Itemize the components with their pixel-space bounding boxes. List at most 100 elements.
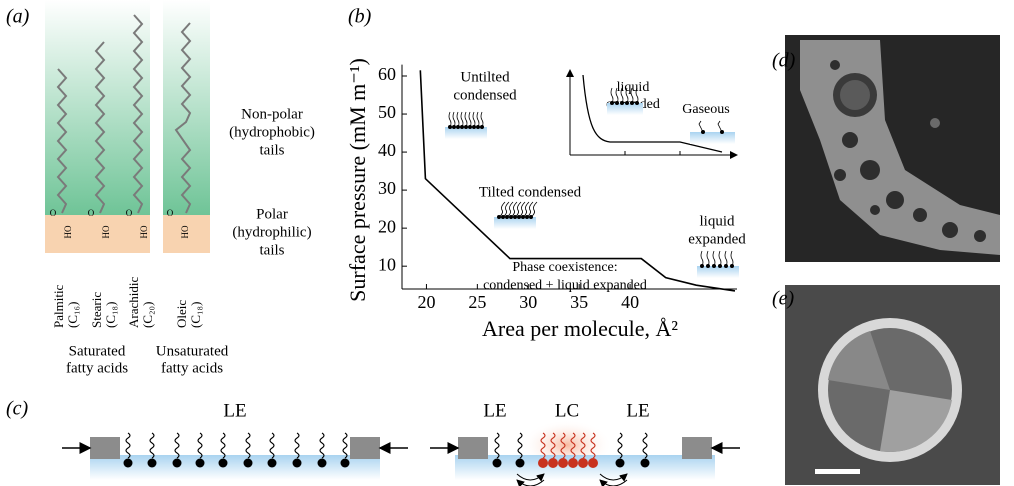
head-icon	[610, 101, 614, 105]
panel-label: (c)	[6, 398, 29, 420]
molecule-label: Oleic	[174, 300, 189, 328]
tail-icon	[730, 250, 734, 267]
annotation: Phase coexistence:	[512, 260, 617, 275]
panel-label: (e)	[772, 288, 795, 310]
region-label: tails	[260, 242, 285, 258]
annotation: condensed + liquid expanded	[483, 278, 647, 293]
tail-icon	[718, 250, 722, 267]
x-tick-label: 40	[621, 292, 639, 312]
panel-label: (b)	[348, 6, 372, 28]
group-label: fatty acids	[66, 360, 128, 376]
exchange-arrow	[516, 479, 545, 486]
head-icon	[513, 215, 517, 219]
head-icon	[630, 101, 634, 105]
tail-icon	[452, 111, 456, 128]
x-tick-label: 35	[570, 292, 588, 312]
group-label: fatty acids	[161, 360, 223, 376]
head-label: HO	[101, 225, 111, 238]
y-tick-label: 10	[378, 254, 396, 274]
tail-icon	[698, 120, 704, 133]
squiggle-tail	[570, 432, 576, 459]
tail-icon	[456, 111, 460, 128]
inset-label: liquid	[617, 80, 650, 95]
head-label: O	[167, 208, 174, 218]
molecule-head	[558, 458, 568, 468]
squiggle-tail	[220, 432, 226, 459]
x-tick-label: 25	[468, 292, 486, 312]
inset-label: Gaseous	[682, 102, 729, 117]
y-tick-label: 40	[378, 140, 396, 160]
annotation: Untilted	[460, 69, 510, 85]
head-icon	[452, 125, 456, 129]
tail-icon	[514, 201, 522, 218]
head-icon	[620, 101, 624, 105]
squiggle-tail	[342, 432, 348, 459]
squiggle-tail	[294, 432, 300, 459]
molecule-head	[568, 458, 578, 468]
molecule-head	[267, 458, 277, 468]
head-label: HO	[63, 225, 73, 238]
micrograph-d	[785, 35, 1000, 262]
molecule-label: (C₁₈)	[103, 302, 118, 328]
region-label: Non-polar	[241, 106, 303, 122]
region-label: Polar	[256, 206, 288, 222]
head-icon	[468, 125, 472, 129]
head-icon	[529, 215, 533, 219]
region-label: (hydrophilic)	[232, 224, 311, 240]
fatty-chain	[132, 14, 144, 214]
y-tick-label: 20	[378, 216, 396, 236]
water-icon	[697, 266, 739, 278]
tail-icon	[460, 111, 464, 128]
annotation: condensed	[453, 87, 517, 103]
tail-icon	[625, 87, 629, 104]
head-icon	[476, 125, 480, 129]
head-icon	[525, 215, 529, 219]
molecule-head	[243, 458, 253, 468]
molecule-head	[492, 458, 502, 468]
hydrophilic-region	[45, 215, 150, 253]
water-icon	[494, 217, 536, 229]
squiggle-tail	[550, 432, 556, 459]
water-icon	[607, 103, 643, 115]
x-tick-label: 30	[519, 292, 537, 312]
head-icon	[625, 101, 629, 105]
tail-icon	[620, 87, 624, 104]
region-label: (hydrophobic)	[229, 124, 315, 140]
tail-icon	[472, 111, 476, 128]
head-icon	[517, 215, 521, 219]
head-icon	[464, 125, 468, 129]
molecule-head	[615, 458, 625, 468]
annotation: liquid	[699, 213, 735, 229]
head-icon	[521, 215, 525, 219]
y-tick-label: 30	[378, 178, 396, 198]
molecule-label: Palmitic	[51, 284, 66, 328]
y-tick-label: 60	[378, 64, 396, 84]
head-icon	[448, 125, 452, 129]
molecule-head	[147, 458, 157, 468]
water	[90, 455, 380, 480]
tail-icon	[468, 111, 472, 128]
head-icon	[615, 101, 619, 105]
head-icon	[718, 264, 722, 268]
barrier	[458, 437, 488, 459]
squiggle-tail	[560, 432, 566, 459]
tail-icon	[530, 201, 538, 218]
tail-icon	[510, 201, 518, 218]
annotation: expanded	[688, 231, 746, 247]
head-icon	[635, 101, 639, 105]
squiggle-tail	[269, 432, 275, 459]
molecule-label: (C₂₀)	[140, 302, 155, 328]
tail-icon	[518, 201, 526, 218]
pressure-curve	[419, 70, 736, 292]
molecule-head	[172, 458, 182, 468]
panel-label: (a)	[6, 6, 30, 28]
region-label: tails	[260, 142, 285, 158]
exchange-arrow	[599, 479, 628, 486]
y-tick-label: 50	[378, 102, 396, 122]
water-icon	[445, 127, 487, 139]
hydrophilic-region	[163, 215, 210, 253]
head-icon	[505, 215, 509, 219]
tail-icon	[630, 87, 634, 104]
head-label: O	[126, 208, 133, 218]
squiggle-tail	[245, 432, 251, 459]
